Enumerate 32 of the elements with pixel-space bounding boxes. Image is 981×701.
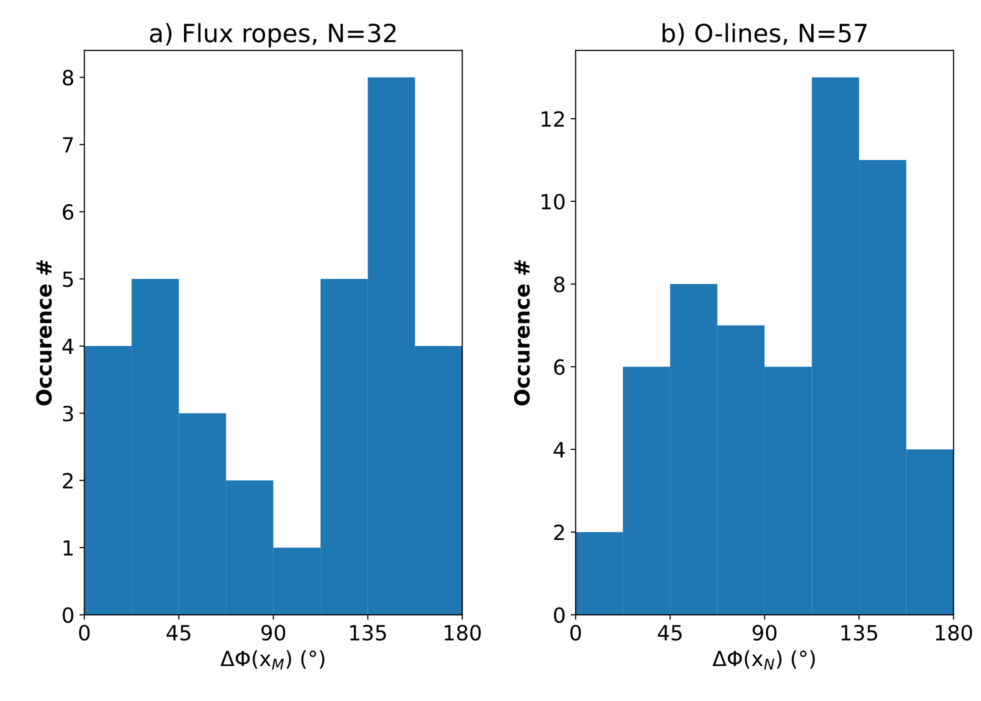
x-tick-label: 90 (261, 624, 286, 641)
y-tick-label: 1 (64, 540, 73, 556)
y-tick-label: 5 (62, 272, 73, 288)
x-tick-label: 0 (79, 624, 90, 641)
y-tick-label: 7 (63, 137, 73, 152)
y-tick-label: 2 (62, 472, 73, 488)
x-tick-label: 45 (658, 625, 682, 641)
y-tick-label: 10 (542, 194, 565, 210)
y-tick-label: 8 (554, 276, 564, 292)
x-tick-label: 180 (444, 624, 481, 641)
x-tick-label: 45 (166, 625, 190, 641)
x-axis-title: ΔΦ(x$_{M}$) (°) (220, 650, 324, 670)
chart-title: b) O-lines, N=57 (662, 23, 867, 46)
x-tick-label: 135 (841, 624, 878, 641)
y-tick-label: 3 (62, 406, 73, 422)
y-axis-title: Occurence # (36, 260, 52, 406)
x-axis-title: ΔΦ(x$_{N}$) (°) (712, 650, 815, 670)
y-tick-label: 12 (542, 111, 564, 127)
y-axis-title: Occurence # (514, 260, 530, 406)
x-tick-label: 90 (752, 624, 776, 641)
y-tick-label: 4 (554, 442, 565, 458)
y-tick-label: 0 (554, 607, 565, 623)
y-tick-label: 0 (62, 607, 74, 623)
y-tick-label: 4 (62, 338, 74, 354)
x-tick-label: 0 (570, 624, 581, 641)
y-tick-label: 8 (62, 70, 74, 86)
x-tick-label: 135 (350, 624, 386, 641)
y-tick-label: 2 (554, 524, 564, 540)
chart-title: a) Flux ropes, N=32 (150, 23, 396, 48)
y-tick-label: 6 (554, 359, 565, 375)
y-tick-label: 6 (62, 204, 74, 220)
x-tick-label: 180 (936, 624, 972, 641)
